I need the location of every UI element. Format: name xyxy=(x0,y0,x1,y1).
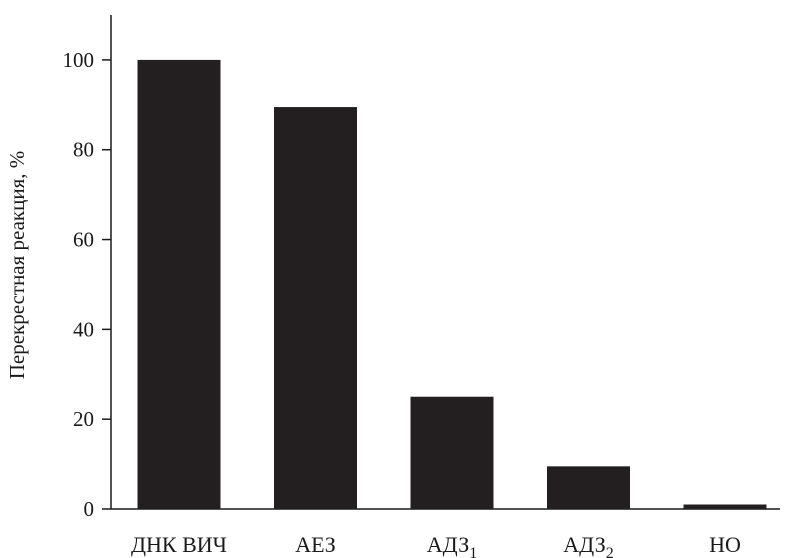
y-tick-label: 20 xyxy=(73,407,94,431)
x-category-label: АЕЗ xyxy=(295,532,336,557)
category-text: АДЗ xyxy=(563,532,605,557)
category-text: АЕЗ xyxy=(295,532,336,557)
y-tick-label: 80 xyxy=(73,138,94,162)
y-tick-label: 60 xyxy=(73,228,94,252)
y-axis-title: Перекрестная реакция, % xyxy=(5,151,29,380)
bar xyxy=(547,466,630,509)
bars xyxy=(137,59,767,510)
y-tick-label: 100 xyxy=(63,48,95,72)
category-text: АДЗ xyxy=(427,532,469,557)
category-subscript: 2 xyxy=(606,545,614,558)
bar xyxy=(683,504,767,509)
y-tick-label: 40 xyxy=(73,317,94,341)
bar xyxy=(274,107,357,510)
bar xyxy=(410,396,494,509)
bar xyxy=(137,59,221,510)
y-ticks: 0 20 40 60 80 100 xyxy=(63,48,111,521)
category-text: НО xyxy=(709,532,741,557)
x-category-label: АДЗ2 xyxy=(563,532,613,558)
x-labels: ДНК ВИЧ АЕЗ АДЗ1 АДЗ2 НО xyxy=(131,532,741,558)
category-text: ДНК ВИЧ xyxy=(131,532,227,557)
x-category-label: ДНК ВИЧ xyxy=(131,532,227,557)
x-category-label: НО xyxy=(709,532,741,557)
x-category-label: АДЗ1 xyxy=(427,532,477,558)
y-tick-label: 0 xyxy=(84,497,95,521)
category-subscript: 1 xyxy=(469,545,477,558)
